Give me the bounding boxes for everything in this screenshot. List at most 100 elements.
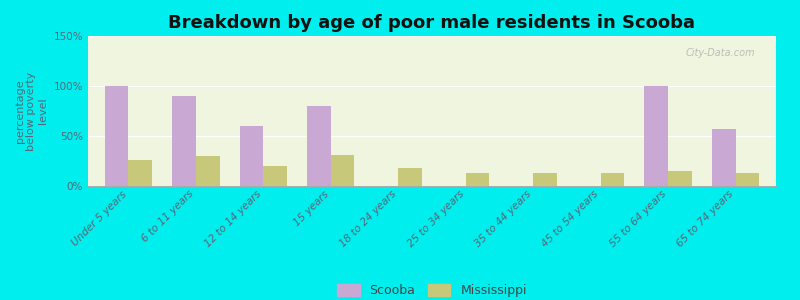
Bar — [88, 36, 776, 37]
Bar — [88, 36, 776, 37]
Bar — [88, 36, 776, 37]
Bar — [88, 36, 776, 37]
Bar — [88, 36, 776, 37]
Bar — [88, 37, 776, 38]
Bar — [88, 36, 776, 37]
Bar — [88, 37, 776, 38]
Bar — [88, 36, 776, 37]
Bar — [88, 36, 776, 37]
Bar — [88, 36, 776, 37]
Bar — [88, 37, 776, 38]
Bar — [88, 36, 776, 37]
Bar — [88, 36, 776, 37]
Bar — [88, 36, 776, 37]
Bar — [88, 36, 776, 37]
Bar — [88, 36, 776, 37]
Bar — [88, 37, 776, 38]
Bar — [88, 36, 776, 37]
Bar — [88, 37, 776, 38]
Bar — [88, 36, 776, 37]
Bar — [88, 36, 776, 37]
Bar — [88, 36, 776, 37]
Bar — [88, 37, 776, 38]
Bar — [88, 37, 776, 38]
Bar — [88, 36, 776, 37]
Bar — [88, 36, 776, 37]
Bar — [88, 37, 776, 38]
Bar — [88, 36, 776, 37]
Bar — [88, 37, 776, 38]
Bar — [88, 36, 776, 37]
Bar — [88, 36, 776, 37]
Bar — [88, 36, 776, 37]
Bar — [88, 37, 776, 38]
Bar — [88, 36, 776, 37]
Bar — [88, 36, 776, 37]
Bar — [88, 36, 776, 37]
Bar — [88, 36, 776, 37]
Bar — [88, 36, 776, 37]
Bar — [88, 36, 776, 37]
Bar — [88, 36, 776, 37]
Bar — [88, 36, 776, 37]
Bar — [88, 37, 776, 38]
Bar — [88, 37, 776, 38]
Bar — [88, 36, 776, 37]
Bar — [398, 168, 422, 186]
Bar — [240, 126, 263, 186]
Bar — [712, 129, 735, 186]
Bar — [88, 36, 776, 37]
Bar — [88, 36, 776, 37]
Bar — [88, 36, 776, 37]
Bar — [88, 36, 776, 37]
Bar — [88, 36, 776, 37]
Bar — [88, 36, 776, 37]
Y-axis label: percentage
below poverty
level: percentage below poverty level — [14, 71, 48, 151]
Bar — [88, 36, 776, 37]
Bar — [88, 36, 776, 37]
Bar — [88, 36, 776, 37]
Bar — [88, 36, 776, 37]
Bar — [88, 36, 776, 37]
Bar — [88, 36, 776, 37]
Bar — [88, 36, 776, 37]
Bar — [88, 36, 776, 37]
Bar — [88, 37, 776, 38]
Bar — [88, 36, 776, 37]
Bar — [88, 36, 776, 37]
Bar — [88, 36, 776, 37]
Bar — [88, 37, 776, 38]
Bar — [129, 160, 152, 186]
Bar — [88, 36, 776, 37]
Bar — [88, 36, 776, 37]
Bar — [88, 36, 776, 37]
Title: Breakdown by age of poor male residents in Scooba: Breakdown by age of poor male residents … — [169, 14, 695, 32]
Bar — [88, 36, 776, 37]
Bar — [88, 36, 776, 37]
Bar — [196, 156, 219, 186]
Bar — [88, 36, 776, 37]
Bar — [172, 96, 196, 186]
Bar — [88, 37, 776, 38]
Bar — [88, 36, 776, 37]
Bar — [88, 37, 776, 38]
Bar — [88, 37, 776, 38]
Bar — [88, 36, 776, 37]
Bar — [88, 36, 776, 37]
Bar — [88, 37, 776, 38]
Bar — [88, 36, 776, 37]
Bar — [88, 37, 776, 38]
Bar — [88, 37, 776, 38]
Bar — [645, 86, 668, 186]
Bar — [88, 36, 776, 37]
Bar — [88, 36, 776, 37]
Bar — [88, 36, 776, 37]
Bar — [88, 36, 776, 37]
Bar — [668, 171, 692, 186]
Bar — [88, 36, 776, 37]
Bar — [88, 36, 776, 37]
Bar — [88, 37, 776, 38]
Bar — [88, 36, 776, 37]
Bar — [88, 37, 776, 38]
Bar — [263, 166, 287, 186]
